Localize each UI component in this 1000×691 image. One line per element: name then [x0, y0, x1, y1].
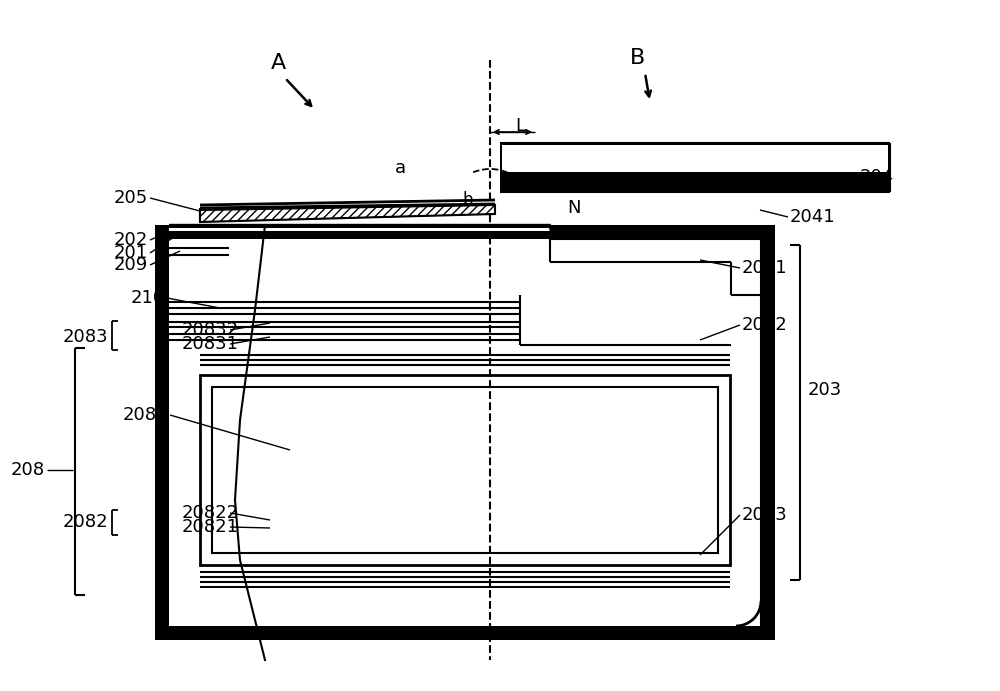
Text: 201: 201 — [114, 244, 148, 262]
Text: 205: 205 — [114, 189, 148, 207]
Bar — [761, 225, 775, 640]
Text: 2031: 2031 — [742, 259, 788, 277]
Bar — [155, 225, 775, 239]
Text: N: N — [567, 199, 580, 217]
Text: 202: 202 — [114, 231, 148, 249]
Bar — [155, 626, 775, 640]
Text: 20832: 20832 — [182, 321, 239, 339]
Text: 209: 209 — [114, 256, 148, 274]
Text: 210: 210 — [131, 289, 165, 307]
Text: A: A — [270, 53, 286, 73]
Bar — [155, 225, 169, 640]
Bar — [200, 375, 730, 565]
Text: 203: 203 — [808, 381, 842, 399]
Text: 2083: 2083 — [62, 328, 108, 346]
Bar — [169, 224, 550, 228]
Text: B: B — [630, 48, 646, 68]
Text: 204: 204 — [860, 168, 894, 186]
Bar — [212, 387, 718, 553]
Text: L: L — [515, 117, 525, 135]
Text: a: a — [394, 159, 406, 177]
Text: 20822: 20822 — [182, 504, 239, 522]
Text: 2041: 2041 — [790, 208, 836, 226]
Text: 208: 208 — [11, 461, 45, 479]
Text: 20831: 20831 — [182, 335, 239, 353]
Bar — [500, 143, 890, 192]
Text: 20821: 20821 — [182, 518, 239, 536]
Bar — [502, 145, 888, 172]
Text: b: b — [463, 191, 473, 209]
Bar — [169, 228, 550, 231]
Text: 2081: 2081 — [122, 406, 168, 424]
Text: 2033: 2033 — [742, 506, 788, 524]
Text: 2032: 2032 — [742, 316, 788, 334]
Bar — [169, 231, 550, 235]
Text: 2082: 2082 — [62, 513, 108, 531]
Polygon shape — [200, 205, 495, 222]
